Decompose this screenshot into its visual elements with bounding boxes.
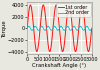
1st order xyxy=(91,28,92,29)
2nd order xyxy=(90,30,91,31)
1st order xyxy=(88,51,89,52)
2nd order xyxy=(58,29,59,30)
1st order xyxy=(27,28,28,29)
X-axis label: Crankshaft Angle (°): Crankshaft Angle (°) xyxy=(32,63,86,68)
1st order xyxy=(89,46,90,47)
2nd order xyxy=(89,30,90,31)
Y-axis label: Torque: Torque xyxy=(2,19,7,37)
1st order xyxy=(89,46,90,47)
1st order xyxy=(56,6,58,7)
2nd order xyxy=(56,29,58,30)
Legend: 1st order, 2nd order: 1st order, 2nd order xyxy=(56,3,91,17)
Line: 1st order: 1st order xyxy=(27,5,92,52)
2nd order xyxy=(77,29,79,30)
Line: 2nd order: 2nd order xyxy=(27,26,92,30)
1st order xyxy=(58,18,59,19)
2nd order xyxy=(91,28,92,29)
1st order xyxy=(77,36,79,37)
2nd order xyxy=(89,30,90,31)
2nd order xyxy=(27,28,28,29)
2nd order xyxy=(28,26,29,27)
2nd order xyxy=(30,28,31,29)
